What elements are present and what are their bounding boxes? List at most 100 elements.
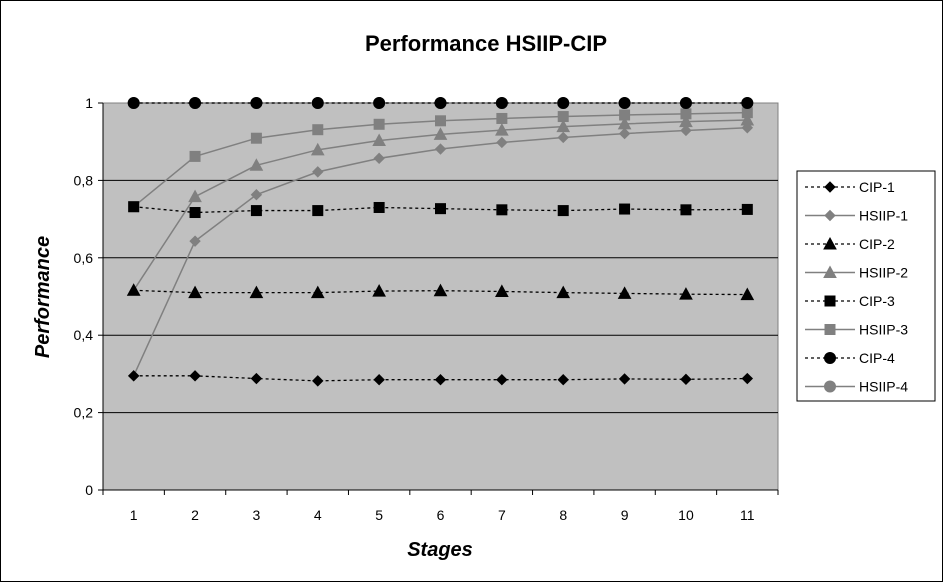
point-cip-2-11 [740,287,755,301]
legend-box [796,170,936,402]
plot-area [102,102,779,491]
legend-item-hsiip-2: HSIIP-2 [805,265,908,281]
point-cip-4-6 [434,97,447,109]
point-cip-1-6 [434,373,447,386]
x-tick-label-5: 6 [437,507,445,523]
point-cip-1-3 [250,372,263,385]
point-cip-2-1 [126,283,141,296]
x-axis-title: Stages [407,539,473,561]
legend-label-cip-2: CIP-2 [859,236,895,252]
point-hsiip-3-3 [250,132,262,144]
point-hsiip-3-11 [741,107,753,119]
legend-marker-cip-2 [823,236,837,250]
series-cip-4 [127,97,754,109]
point-hsiip-1-7 [496,136,508,149]
legend-item-hsiip-4: HSIIP-4 [805,379,908,395]
point-cip-3-6 [435,203,446,215]
series-cip-2 [126,283,755,301]
point-cip-4-7 [495,97,508,109]
y-tick-label-1: 0,2 [74,405,94,421]
y-tick-label-2: 0,4 [74,327,94,343]
point-cip-1-4 [312,375,324,387]
legend-marker-cip-4 [824,352,836,364]
grid-layer [103,179,778,414]
point-cip-1-8 [557,373,569,386]
point-cip-2-6 [433,283,448,297]
x-tick-label-6: 7 [498,507,506,523]
legend-marker-hsiip-4 [824,380,836,393]
point-cip-3-2 [189,207,201,219]
x-tick-label-8: 9 [621,507,629,523]
point-hsiip-1-3 [250,189,263,201]
legend-label-cip-4: CIP-4 [859,350,895,366]
legend-label-cip-3: CIP-3 [859,293,895,309]
point-cip-1-1 [127,370,140,382]
point-cip-3-11 [741,203,753,215]
legend-marker-hsiip-1 [824,209,836,222]
y-tick-label-3: 0,6 [74,250,94,266]
point-hsiip-3-10 [680,108,692,120]
point-cip-1-7 [496,373,508,386]
point-cip-4-1 [127,97,140,109]
point-hsiip-3-8 [557,111,569,123]
point-cip-2-8 [556,285,571,299]
x-tick-label-0: 1 [130,507,138,523]
point-cip-1-11 [741,372,754,385]
point-hsiip-2-2 [188,189,202,203]
point-cip-4-8 [557,97,570,109]
legend-marker-cip-1 [824,181,836,193]
point-cip-4-4 [311,97,324,109]
legend-label-hsiip-4: HSIIP-4 [859,379,908,395]
series-layer [126,97,755,387]
x-tick-label-10: 11 [740,507,755,523]
point-cip-4-5 [373,97,386,109]
point-cip-2-5 [372,284,386,297]
point-hsiip-2-11 [740,112,755,126]
point-cip-3-1 [128,201,140,213]
point-cip-4-9 [618,97,631,109]
legend-item-hsiip-3: HSIIP-3 [805,322,908,338]
legend-marker-hsiip-3 [824,324,836,335]
point-hsiip-3-9 [619,109,631,121]
x-tick-label-2: 3 [253,507,261,523]
legend-item-cip-2: CIP-2 [805,236,895,252]
point-hsiip-3-6 [435,115,446,127]
point-cip-2-2 [188,285,202,299]
point-hsiip-1-4 [312,166,324,178]
point-cip-3-10 [680,204,692,216]
point-cip-4-2 [189,97,202,109]
legend-marker-hsiip-2 [823,265,837,278]
point-hsiip-2-9 [617,116,632,130]
x-tick-label-7: 8 [559,507,567,523]
series-cip-3 [128,201,753,219]
point-cip-2-7 [495,284,509,297]
legend: CIP-1 HSIIP-1 CIP-2 HSIIP-2 CIP-3 HSIIP-3 CIP-… [796,170,936,402]
point-hsiip-1-9 [618,127,631,140]
point-hsiip-2-7 [495,123,509,136]
y-axis-title: Performance [32,236,54,358]
axes-layer: 00,20,40,60,811 2 3 4 5 6 7 8 9 10 11 [74,95,779,523]
point-hsiip-3-4 [312,124,324,136]
x-tick-label-3: 4 [314,507,322,523]
point-hsiip-2-6 [433,127,448,140]
legend-item-hsiip-1: HSIIP-1 [805,208,908,224]
point-cip-2-9 [617,286,632,299]
point-hsiip-2-10 [679,114,693,128]
legend-label-cip-1: CIP-1 [859,179,895,195]
legend-item-cip-3: CIP-3 [805,293,895,309]
point-cip-4-3 [250,97,263,109]
legend-label-hsiip-1: HSIIP-1 [859,208,908,224]
point-hsiip-3-5 [373,118,385,130]
point-cip-3-5 [373,201,385,213]
legend-label-hsiip-2: HSIIP-2 [859,265,908,281]
point-hsiip-1-5 [373,152,385,165]
point-cip-4-11 [741,97,754,109]
legend-item-cip-4: CIP-4 [805,350,895,366]
series-cip-1 [127,370,754,387]
point-hsiip-1-10 [680,124,692,137]
point-hsiip-3-7 [496,112,508,124]
point-cip-2-10 [679,287,693,300]
x-tick-label-4: 5 [375,507,383,523]
